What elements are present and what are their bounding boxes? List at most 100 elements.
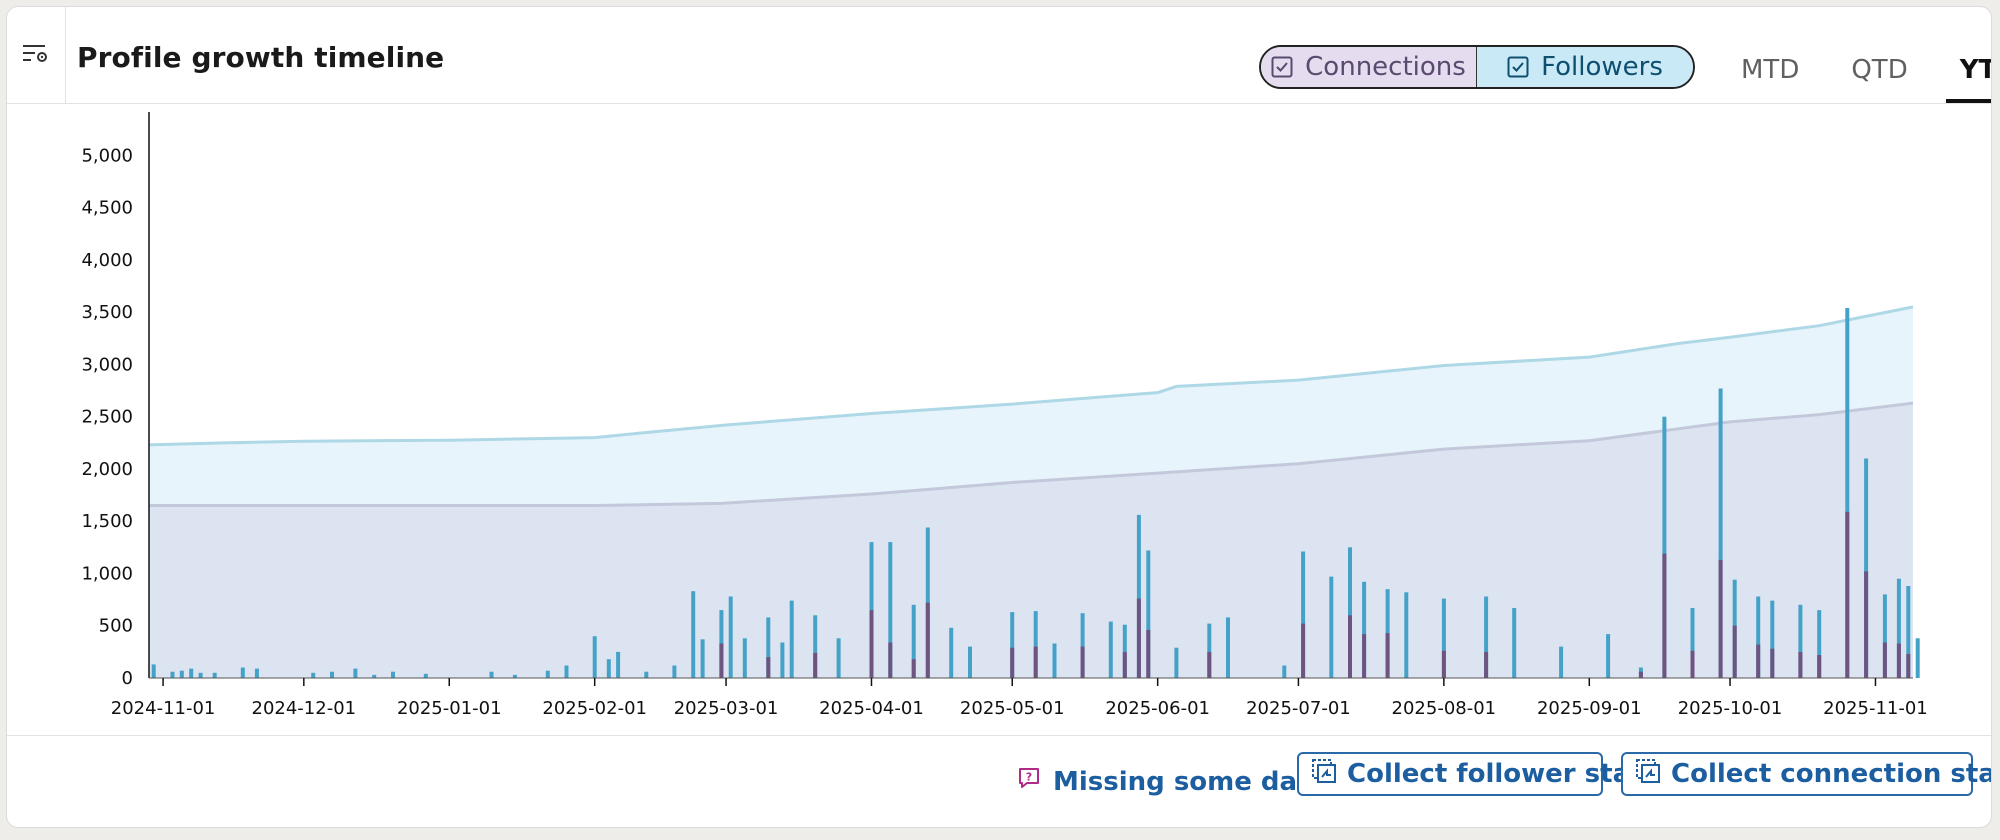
- connections-daily-bar: [1732, 625, 1737, 678]
- followers-daily-bar: [672, 665, 677, 678]
- followers-daily-bar: [1282, 665, 1287, 678]
- followers-daily-bar: [151, 664, 156, 678]
- followers-toggle-label: Followers: [1541, 52, 1663, 82]
- followers-daily-bar: [592, 636, 597, 678]
- connections-daily-bar: [1817, 655, 1822, 678]
- card-footer: ? Missing some data? Collect follower st…: [7, 735, 1991, 827]
- followers-daily-bar: [1226, 617, 1230, 678]
- followers-daily-bar: [1882, 594, 1887, 678]
- missing-data-label: Missing some data?: [1053, 766, 1343, 797]
- followers-daily-bar: [1690, 608, 1695, 678]
- followers-daily-bar: [888, 542, 893, 678]
- x-tick-label: 2025-05-01: [960, 698, 1065, 719]
- card-header: Profile growth timeline Connections Foll…: [7, 7, 1991, 104]
- followers-daily-bar: [1404, 592, 1409, 678]
- connections-daily-bar: [1033, 646, 1038, 678]
- connections-cumulative-area: [149, 403, 1913, 678]
- connections-daily-bar: [1882, 642, 1887, 678]
- followers-daily-bar: [1484, 596, 1489, 678]
- followers-daily-bar: [616, 651, 621, 678]
- followers-daily-bar: [1559, 646, 1564, 678]
- y-tick-label: 4,500: [81, 198, 133, 219]
- x-tick-label: 2025-02-01: [542, 698, 647, 719]
- followers-daily-bar: [189, 668, 194, 678]
- tab-mtd[interactable]: MTD: [1741, 55, 1800, 85]
- x-tick-label: 2025-03-01: [674, 698, 779, 719]
- followers-daily-bar: [391, 671, 395, 678]
- chart-area: 0 500 1,000 1,500 2,000 2,500 3,000 3,500 4,000 4…: [7, 104, 1991, 734]
- connections-daily-bar: [1718, 559, 1723, 678]
- followers-daily-bar: [489, 671, 494, 678]
- profile-growth-card: Profile growth timeline Connections Foll…: [6, 6, 1992, 828]
- y-tick-label: 1,500: [81, 511, 133, 532]
- followers-daily-bar: [1864, 458, 1869, 678]
- y-tick-label: 3,000: [81, 354, 133, 375]
- followers-daily-bar: [372, 674, 377, 678]
- y-tick-label: 5,000: [81, 145, 133, 166]
- chart-settings-button[interactable]: [7, 7, 66, 103]
- followers-daily-bar: [254, 668, 259, 678]
- connections-toggle-label: Connections: [1305, 52, 1466, 82]
- followers-daily-bar: [1348, 547, 1352, 678]
- growth-chart: 0 500 1,000 1,500 2,000 2,500 3,000 3,500 4,000 4…: [81, 112, 1928, 719]
- followers-daily-bar: [423, 673, 428, 678]
- tab-qtd[interactable]: QTD: [1851, 55, 1908, 85]
- connections-daily-bar: [1010, 647, 1015, 678]
- connections-toggle[interactable]: Connections: [1261, 47, 1477, 87]
- connections-daily-bar: [1362, 634, 1367, 678]
- collect-connection-stats-label: Collect connection stats: [1671, 759, 1992, 789]
- x-tick-label: 2025-11-01: [1823, 698, 1928, 719]
- followers-daily-bar: [1362, 581, 1367, 678]
- followers-daily-bar: [170, 671, 175, 678]
- connections-daily-bar: [1146, 629, 1151, 678]
- collect-follower-stats-button[interactable]: Collect follower stats: [1297, 752, 1658, 796]
- followers-daily-bar: [700, 639, 705, 678]
- tab-ytd[interactable]: YTD: [1945, 45, 1991, 103]
- missing-data-link[interactable]: ? Missing some data?: [1017, 766, 1342, 797]
- followers-daily-bar: [1756, 596, 1761, 678]
- followers-daily-bar: [212, 672, 217, 678]
- y-tick-label: 4,000: [81, 250, 133, 271]
- connections-daily-bar: [1207, 651, 1212, 678]
- followers-daily-bar: [1915, 638, 1920, 678]
- followers-daily-bar: [1770, 600, 1775, 678]
- followers-daily-bar: [353, 668, 358, 678]
- followers-daily-bar: [1718, 388, 1723, 678]
- y-tick-label: 3,500: [81, 302, 133, 323]
- followers-daily-bar: [1136, 514, 1141, 678]
- followers-daily-bar: [1174, 647, 1179, 678]
- followers-daily-bar: [564, 665, 569, 678]
- connections-daily-bar: [888, 642, 893, 678]
- followers-daily-bar: [311, 672, 316, 678]
- x-tick-label: 2025-01-01: [397, 698, 502, 719]
- connections-daily-bar: [1348, 615, 1352, 678]
- followers-daily-bar: [1845, 308, 1850, 678]
- y-tick-label: 2,000: [81, 459, 133, 480]
- followers-daily-bar: [179, 670, 184, 678]
- connections-daily-bar: [1662, 553, 1667, 678]
- followers-daily-bar: [1329, 576, 1334, 678]
- connections-daily-bar: [1896, 643, 1901, 678]
- connections-daily-bar: [719, 643, 724, 678]
- connections-daily-bar: [1301, 623, 1306, 678]
- followers-daily-bar: [1606, 634, 1611, 678]
- collect-connection-stats-button[interactable]: Collect connection stats: [1621, 752, 1991, 796]
- connections-daily-bar: [813, 652, 818, 678]
- followers-daily-bar: [780, 642, 785, 678]
- connections-daily-bar: [1080, 646, 1085, 678]
- followers-daily-bar: [911, 604, 916, 678]
- connections-daily-bar: [1441, 650, 1446, 678]
- followers-daily-bar: [240, 667, 245, 678]
- connections-daily-bar: [1906, 654, 1911, 678]
- x-tick-label: 2025-07-01: [1246, 698, 1351, 719]
- connections-daily-bar: [1845, 511, 1850, 678]
- followers-daily-bar: [1301, 551, 1306, 678]
- connections-daily-bar: [1638, 671, 1643, 678]
- x-tick-label: 2024-12-01: [252, 698, 357, 719]
- followers-daily-bar: [1817, 610, 1822, 678]
- connections-cumulative-line: [149, 401, 1914, 507]
- connections-daily-bar: [1484, 651, 1489, 678]
- followers-daily-bar: [1512, 608, 1517, 678]
- followers-toggle[interactable]: Followers: [1477, 47, 1693, 87]
- followers-daily-bar: [728, 596, 733, 678]
